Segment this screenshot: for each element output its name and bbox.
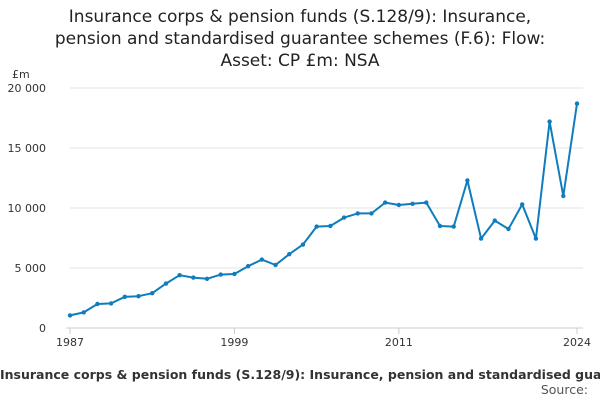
data-point <box>492 218 497 223</box>
data-point <box>451 224 456 229</box>
data-point <box>177 273 182 278</box>
x-tick-label: 2011 <box>385 336 413 349</box>
y-tick-label: 5 000 <box>15 262 47 275</box>
data-point <box>287 252 292 257</box>
chart-title-line-2: pension and standardised guarantee schem… <box>54 29 546 49</box>
data-point <box>95 301 100 307</box>
x-tick-label: 2024 <box>563 336 591 349</box>
y-tick-label: 10 000 <box>8 202 47 215</box>
data-point <box>273 262 278 268</box>
data-point <box>478 236 484 241</box>
data-point <box>355 211 360 216</box>
data-point <box>465 178 470 183</box>
legend: Insurance corps & pension funds (S.128/9… <box>0 364 600 382</box>
y-tick-label: 0 <box>39 322 46 335</box>
legend-series-label: Insurance corps & pension funds (S.128/9… <box>0 367 600 382</box>
chart-title: Insurance corps & pension funds (S.128/9… <box>0 6 600 72</box>
data-point <box>396 202 402 208</box>
data-point <box>410 201 415 206</box>
data-point <box>259 257 265 262</box>
data-point <box>328 223 333 229</box>
chart-title-line-3: Asset: CP £m: NSA <box>220 51 380 71</box>
data-point <box>314 224 319 229</box>
data-point <box>369 211 374 216</box>
data-point <box>341 215 347 220</box>
data-point <box>136 294 141 299</box>
data-point <box>519 202 525 207</box>
data-point <box>150 291 155 296</box>
data-point <box>437 223 443 229</box>
data-point <box>533 236 539 241</box>
data-point <box>204 276 210 281</box>
data-point <box>122 294 128 299</box>
source-label: Source: <box>540 382 588 397</box>
data-point <box>108 301 114 306</box>
data-point <box>300 242 306 247</box>
data-point <box>191 275 196 280</box>
data-point <box>67 313 73 318</box>
data-point <box>547 119 552 124</box>
x-tick-label: 1987 <box>56 336 84 349</box>
y-tick-label: 15 000 <box>8 142 47 155</box>
chart-title-line-1: Insurance corps & pension funds (S.128/9… <box>68 7 532 27</box>
x-tick-label: 1999 <box>220 336 248 349</box>
data-point <box>574 101 580 106</box>
data-point <box>218 272 223 277</box>
data-point <box>163 281 169 286</box>
data-point <box>561 193 566 199</box>
y-tick-label: 20 000 <box>8 82 47 95</box>
y-axis-label: £m <box>12 68 30 81</box>
data-point <box>245 264 251 269</box>
data-point <box>506 226 511 232</box>
data-point <box>424 200 429 205</box>
data-point <box>382 200 388 205</box>
series-line <box>69 103 578 317</box>
data-point <box>81 310 86 315</box>
data-point <box>232 271 237 277</box>
